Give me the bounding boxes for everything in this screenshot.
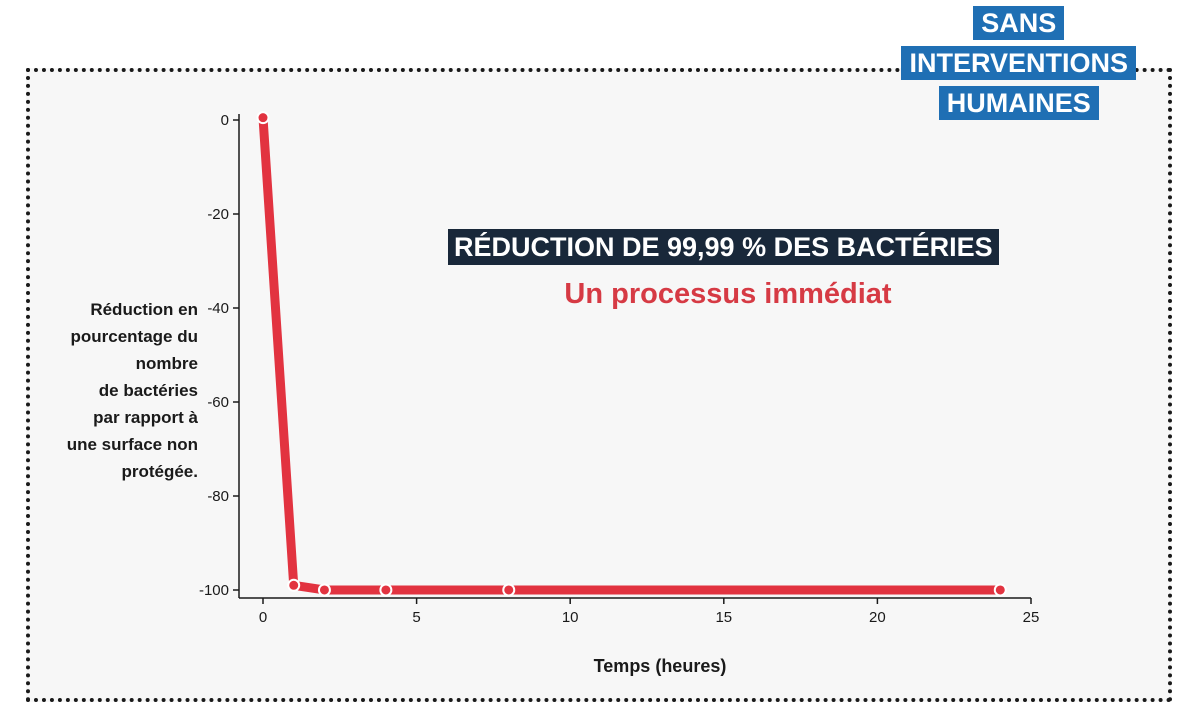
x-tick-label: 10 [562, 609, 579, 626]
y-axis-label-line: par rapport à [93, 408, 198, 427]
data-point [317, 583, 331, 597]
x-axis-label: Temps (heures) [593, 656, 727, 676]
badge: SANS INTERVENTIONS HUMAINES [901, 6, 1136, 126]
y-tick-label: 0 [221, 112, 229, 129]
series-line [258, 113, 1005, 595]
chart-title: RÉDUCTION DE 99,99 % DES BACTÉRIES [448, 229, 999, 265]
x-tick-label: 25 [1023, 609, 1040, 626]
data-point [379, 583, 393, 597]
y-axis-label-line: de bactéries [98, 381, 198, 400]
y-tick-label: -40 [207, 300, 229, 317]
badge-line-2: INTERVENTIONS [901, 46, 1136, 80]
x-tick-label: 15 [715, 609, 732, 626]
y-axis-label-line: une surface non [66, 435, 198, 454]
y-tick-label: -80 [207, 488, 229, 505]
y-axis-label-line: pourcentage du [70, 327, 198, 346]
y-tick-label: -20 [207, 206, 229, 223]
data-point [502, 583, 516, 597]
badge-line-1: SANS [973, 6, 1065, 40]
chart-frame [26, 68, 1172, 702]
y-tick-label: -60 [207, 394, 229, 411]
data-point [287, 578, 301, 592]
x-tick-label: 0 [259, 609, 267, 626]
badge-line-3: HUMAINES [938, 86, 1099, 120]
y-axis-label: Réduction en pourcentage du nombre de ba… [30, 296, 198, 485]
y-axis-label-line: nombre [135, 354, 198, 373]
chart-subtitle: Un processus immédiat [564, 278, 892, 310]
data-point [256, 111, 270, 125]
y-axis-label-line: Réduction en [90, 300, 198, 319]
y-axis-label-line: protégée. [121, 462, 198, 481]
y-tick-label: -100 [199, 582, 229, 599]
data-point [993, 583, 1007, 597]
x-tick-label: 20 [869, 609, 886, 626]
x-tick-label: 5 [412, 609, 420, 626]
